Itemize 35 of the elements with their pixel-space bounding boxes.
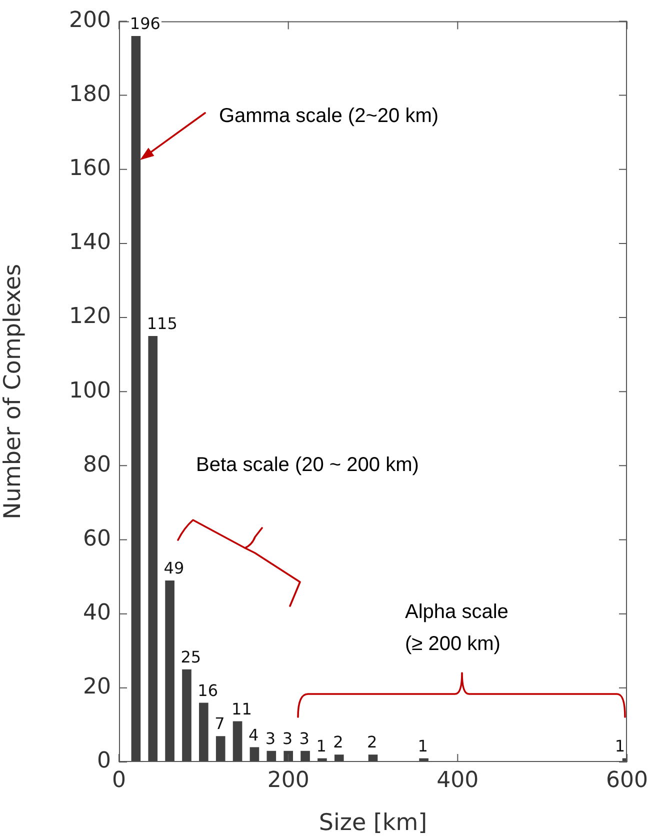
- data-label: 115: [146, 314, 178, 334]
- data-label: 25: [180, 648, 202, 667]
- y-tick-label: 180: [69, 82, 111, 107]
- data-label: 2: [333, 732, 344, 752]
- x-tick-label: 200: [267, 768, 310, 793]
- data-label: 1: [614, 736, 626, 756]
- y-tick-label: 140: [69, 230, 111, 256]
- data-label: 3: [265, 729, 276, 748]
- data-label: 2: [367, 732, 378, 752]
- data-label: 7: [214, 714, 225, 734]
- data-label: 49: [164, 558, 184, 578]
- annotation: Gamma scale (2~20 km): [219, 104, 439, 129]
- y-tick-label: 120: [69, 304, 111, 330]
- data-label: 16: [198, 680, 218, 700]
- y-axis-title: Number of Complexes: [0, 264, 26, 520]
- annotation: Alpha scale (≥ 200 km): [405, 600, 510, 657]
- data-label: 11: [232, 699, 252, 718]
- y-tick-label: 0: [97, 748, 111, 774]
- y-tick-label: 160: [69, 156, 111, 182]
- y-tick-label: 80: [83, 452, 111, 478]
- annotation: Beta scale (20 ~ 200 km): [196, 453, 419, 478]
- y-tick-label: 20: [83, 674, 111, 700]
- x-tick-label: 600: [606, 768, 648, 793]
- x-axis-title: Size [km]: [318, 810, 428, 836]
- data-label: 3: [299, 729, 310, 748]
- x-tick-label: 400: [436, 768, 479, 793]
- data-label: 4: [248, 725, 259, 744]
- data-label: 1: [316, 736, 326, 756]
- y-tick-label: 60: [83, 526, 111, 552]
- data-label: 3: [282, 729, 293, 748]
- data-label: 1: [418, 736, 428, 756]
- data-label: 196: [130, 14, 160, 34]
- y-tick-label: 200: [69, 8, 111, 33]
- y-tick-label: 40: [83, 600, 111, 626]
- y-tick-label: 100: [69, 378, 111, 404]
